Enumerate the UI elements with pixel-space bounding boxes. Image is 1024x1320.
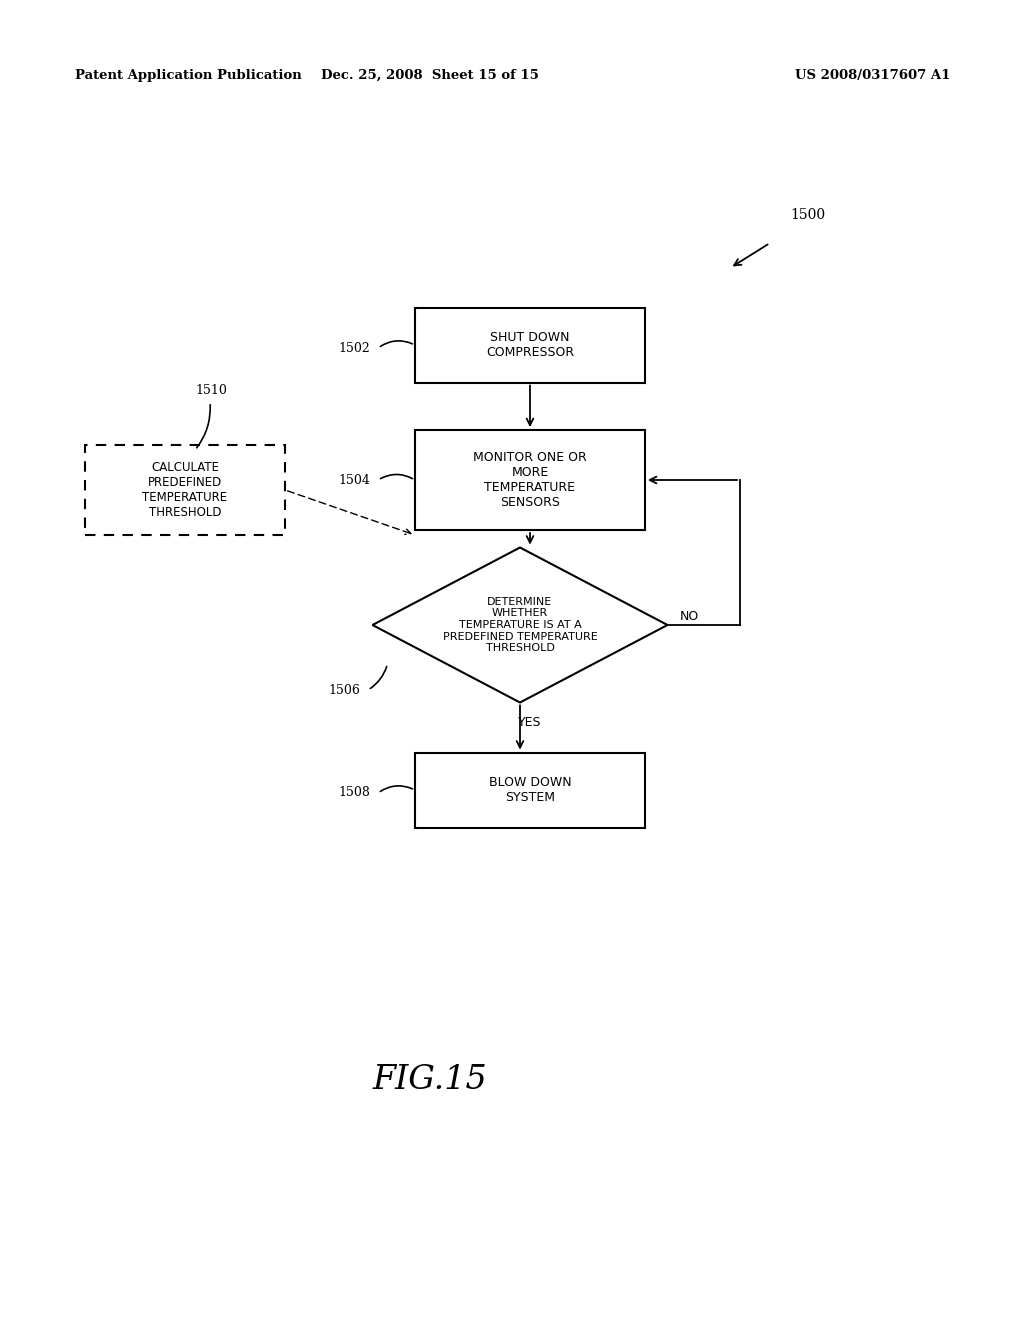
Text: SHUT DOWN
COMPRESSOR: SHUT DOWN COMPRESSOR <box>486 331 574 359</box>
Text: 1506: 1506 <box>328 684 360 697</box>
Polygon shape <box>373 548 668 702</box>
Text: NO: NO <box>680 610 699 623</box>
Text: DETERMINE
WHETHER
TEMPERATURE IS AT A
PREDEFINED TEMPERATURE
THRESHOLD: DETERMINE WHETHER TEMPERATURE IS AT A PR… <box>442 597 597 653</box>
Text: US 2008/0317607 A1: US 2008/0317607 A1 <box>795 69 950 82</box>
Text: Dec. 25, 2008  Sheet 15 of 15: Dec. 25, 2008 Sheet 15 of 15 <box>322 69 539 82</box>
Text: YES: YES <box>518 717 542 730</box>
Text: Patent Application Publication: Patent Application Publication <box>75 69 302 82</box>
Text: 1502: 1502 <box>338 342 370 355</box>
Text: 1508: 1508 <box>338 787 370 800</box>
Text: FIG.15: FIG.15 <box>373 1064 487 1096</box>
Bar <box>85 445 285 535</box>
Text: 1500: 1500 <box>790 209 825 222</box>
Bar <box>415 430 645 531</box>
Text: 1510: 1510 <box>195 384 227 396</box>
Text: MONITOR ONE OR
MORE
TEMPERATURE
SENSORS: MONITOR ONE OR MORE TEMPERATURE SENSORS <box>473 451 587 510</box>
Text: 1504: 1504 <box>338 474 370 487</box>
Bar <box>415 752 645 828</box>
Text: BLOW DOWN
SYSTEM: BLOW DOWN SYSTEM <box>488 776 571 804</box>
Text: CALCULATE
PREDEFINED
TEMPERATURE
THRESHOLD: CALCULATE PREDEFINED TEMPERATURE THRESHO… <box>142 461 227 519</box>
Bar <box>415 308 645 383</box>
